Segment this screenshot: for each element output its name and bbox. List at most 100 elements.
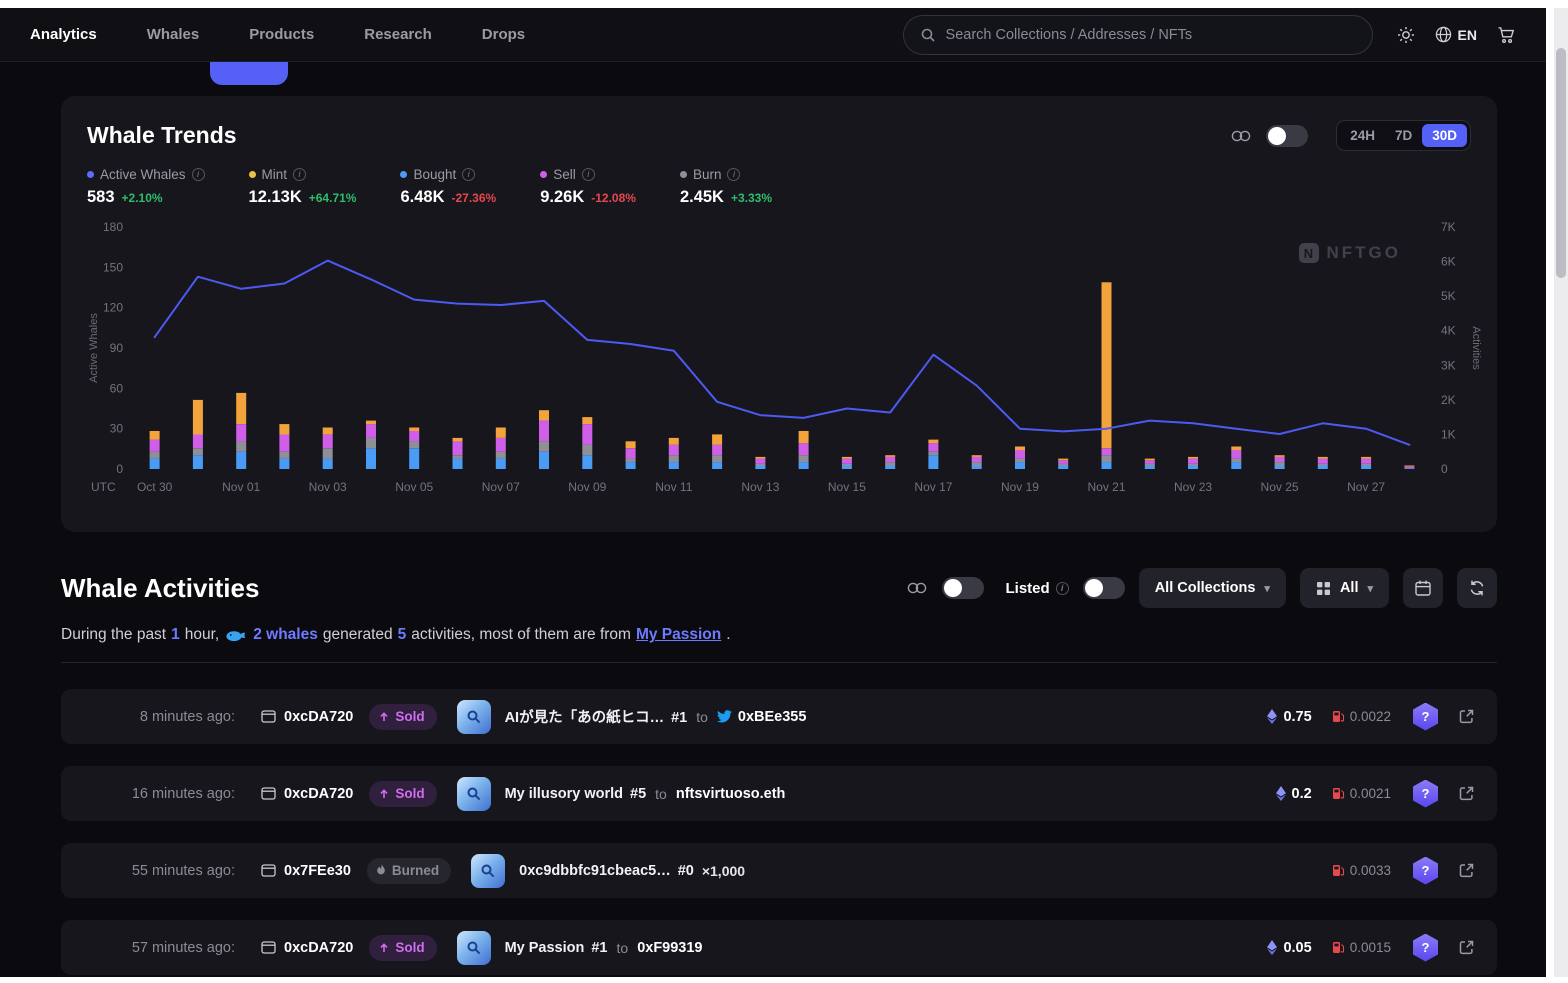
nft-thumbnail[interactable] <box>456 930 491 965</box>
calendar-button[interactable] <box>1403 568 1443 608</box>
time-range-30d[interactable]: 30D <box>1422 124 1467 147</box>
nav-item-analytics[interactable]: Analytics <box>30 26 97 43</box>
external-link-button[interactable] <box>1458 708 1475 725</box>
info-icon[interactable]: i <box>293 168 307 181</box>
to-label: to <box>655 785 667 802</box>
activity-time: 57 minutes ago: <box>131 939 235 956</box>
gas-fee: 0.0022 <box>1332 709 1391 724</box>
nft-thumbnail[interactable] <box>471 853 506 888</box>
gas-fee: 0.0033 <box>1332 863 1391 878</box>
external-link-button[interactable] <box>1458 862 1475 879</box>
external-link-button[interactable] <box>1458 939 1475 956</box>
to-label: to <box>616 939 629 956</box>
svg-text:Nov 17: Nov 17 <box>914 480 952 494</box>
time-range-7d[interactable]: 7D <box>1394 128 1413 143</box>
compare-icon[interactable] <box>1230 128 1252 144</box>
whales-only-toggle[interactable] <box>941 577 984 599</box>
nft-quantity: ×1,000 <box>701 862 746 879</box>
theme-toggle-icon[interactable] <box>1397 26 1415 44</box>
nft-thumbnail[interactable] <box>456 699 491 734</box>
compare-toggle[interactable] <box>1266 124 1309 147</box>
stat-sell: Sell i 9.26K -12.08% <box>540 167 636 207</box>
search-bar[interactable] <box>902 14 1373 55</box>
whale-trends-chart: 0 30 60 90 120 150 180 0 1K 2K 3K 4K 5K 6K 7K Oct 30 Nov… <box>88 220 1482 494</box>
search-input[interactable] <box>945 26 1356 43</box>
wallet-address[interactable]: 0x7FEe30 <box>261 863 351 879</box>
price-eth: 0.2 <box>1275 786 1312 802</box>
wallet-address[interactable]: 0xcDA720 <box>261 709 353 725</box>
chevron-down-icon: ▾ <box>1264 582 1270 595</box>
nav-item-drops[interactable]: Drops <box>481 26 526 43</box>
activity-time: 8 minutes ago: <box>139 708 235 725</box>
info-icon[interactable]: i <box>191 168 205 181</box>
eth-icon <box>1267 709 1278 724</box>
activity-row: 57 minutes ago: 0xcDA720 Sold My Passion #1 t… <box>61 920 1497 975</box>
refresh-button[interactable] <box>1457 568 1497 608</box>
nft-id: #1 <box>591 939 608 956</box>
external-link-icon <box>1459 940 1474 955</box>
nav-item-research[interactable]: Research <box>364 26 432 43</box>
nft-name[interactable]: 0xc9dbbfc91cbeac5… #0 <box>519 862 694 879</box>
svg-text:0: 0 <box>116 462 123 476</box>
info-icon[interactable]: i <box>462 168 476 181</box>
activity-row: 16 minutes ago: 0xcDA720 Sold My illusory w… <box>61 766 1497 821</box>
nft-name[interactable]: AIが見た「あの紙ヒコ… #1 <box>504 710 688 726</box>
recipient-address[interactable]: 0xBEe355 <box>716 709 806 725</box>
legend-dot-icon <box>679 171 687 178</box>
external-link-button[interactable] <box>1458 785 1475 802</box>
compare-icon[interactable] <box>906 580 928 596</box>
rarity-hexagon-button[interactable]: ? <box>1413 702 1438 731</box>
scrollbar[interactable] <box>1554 8 1568 977</box>
time-range-24h[interactable]: 24H <box>1350 128 1375 143</box>
svg-text:Oct 30: Oct 30 <box>137 480 173 494</box>
gas-fee: 0.0015 <box>1332 940 1391 955</box>
wallet-icon <box>261 787 276 800</box>
rarity-hexagon-button[interactable]: ? <box>1413 856 1438 885</box>
nav-item-products[interactable]: Products <box>249 26 315 43</box>
info-icon[interactable]: i <box>581 168 595 181</box>
stat-change: +64.71% <box>308 191 357 205</box>
summary-count: 5 <box>397 626 407 643</box>
wallet-icon <box>261 941 276 954</box>
nav-item-whales[interactable]: Whales <box>146 26 200 43</box>
activity-summary: During the past 1 hour, 2 whales generat… <box>61 626 1497 644</box>
arrow-up-icon <box>380 711 388 721</box>
info-icon[interactable]: i <box>1055 581 1069 595</box>
nft-name[interactable]: My Passion #1 <box>504 939 608 956</box>
stat-change: +2.10% <box>121 191 163 205</box>
gas-icon <box>1332 942 1344 953</box>
nft-thumbnail[interactable] <box>456 776 491 811</box>
time-range-selector: 24H 7D 30D <box>1336 120 1471 151</box>
gas-icon <box>1332 788 1344 799</box>
svg-text:3K: 3K <box>1441 358 1456 372</box>
type-filter[interactable]: All ▾ <box>1299 568 1389 608</box>
cart-icon[interactable] <box>1497 26 1516 44</box>
recipient-address[interactable]: nftsvirtuoso.eth <box>675 785 786 802</box>
svg-text:Nov 21: Nov 21 <box>1087 480 1125 494</box>
recipient-address[interactable]: 0xF99319 <box>637 939 703 956</box>
wallet-address[interactable]: 0xcDA720 <box>261 786 353 802</box>
scrollbar-thumb[interactable] <box>1556 48 1566 278</box>
svg-text:Nov 01: Nov 01 <box>222 480 260 494</box>
rarity-hexagon-button[interactable]: ? <box>1413 933 1438 962</box>
legend-dot-icon <box>540 171 548 178</box>
svg-text:6K: 6K <box>1441 255 1456 269</box>
svg-text:Activities: Activities <box>1470 326 1481 370</box>
whales-link[interactable]: 2 whales <box>253 626 318 643</box>
wallet-address[interactable]: 0xcDA720 <box>261 940 353 956</box>
eth-icon <box>1275 786 1286 801</box>
stat-label: Burn <box>692 167 722 182</box>
language-selector[interactable]: EN <box>1435 26 1477 43</box>
info-icon[interactable]: i <box>727 168 741 181</box>
rarity-hexagon-button[interactable]: ? <box>1413 779 1438 808</box>
nft-name[interactable]: My illusory world #5 <box>504 785 647 802</box>
svg-text:Nov 23: Nov 23 <box>1174 480 1212 494</box>
collections-filter-label: All Collections <box>1154 580 1256 596</box>
stat-mint: Mint i 12.13K +64.71% <box>248 167 357 207</box>
external-link-icon <box>1459 709 1474 724</box>
listed-toggle[interactable] <box>1082 577 1125 599</box>
svg-text:Nov 27: Nov 27 <box>1347 480 1385 494</box>
type-filter-label: All <box>1339 580 1359 596</box>
collections-filter[interactable]: All Collections ▾ <box>1138 568 1286 608</box>
collection-link[interactable]: My Passion <box>635 626 722 643</box>
